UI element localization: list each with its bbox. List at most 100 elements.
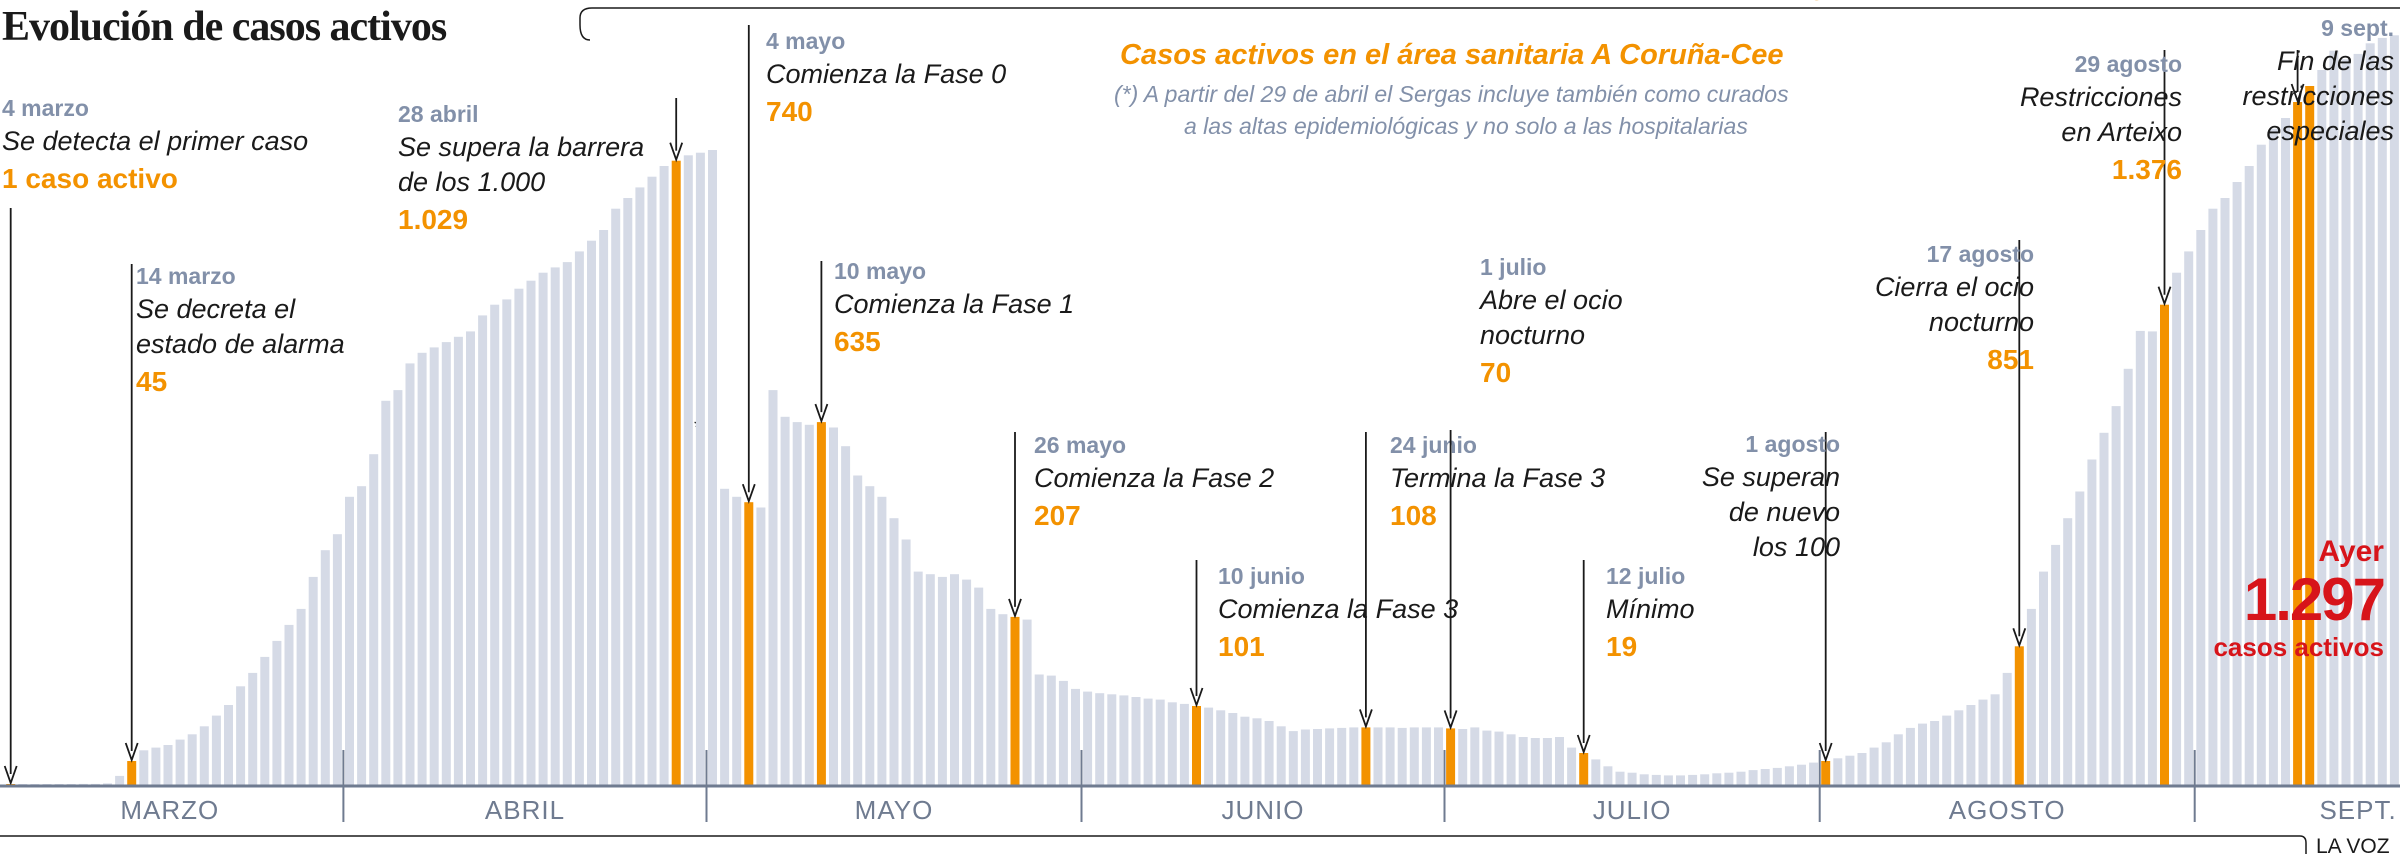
annotation-date: 14 marzo xyxy=(136,263,236,289)
annotation-text: Restricciones xyxy=(2020,82,2182,112)
bar xyxy=(1143,698,1153,785)
bar xyxy=(1058,680,1068,785)
bar xyxy=(1905,727,1915,785)
annotation-text: de los 1.000 xyxy=(398,167,545,197)
bar xyxy=(272,640,282,785)
bar xyxy=(1651,774,1661,785)
annotation-date: 24 junio xyxy=(1390,432,1477,458)
bar xyxy=(708,150,717,785)
latest-prefix: Ayer xyxy=(2318,535,2384,568)
bar xyxy=(417,352,427,785)
bar xyxy=(1591,759,1601,785)
bar xyxy=(2365,43,2375,786)
annotation-text: estado de alarma xyxy=(136,329,345,359)
bar xyxy=(345,496,354,785)
bar xyxy=(1869,747,1879,785)
bar xyxy=(441,342,451,785)
bar xyxy=(1542,738,1552,785)
bar xyxy=(381,400,391,785)
bar xyxy=(937,576,947,785)
bar xyxy=(1930,721,1940,785)
bar xyxy=(1833,758,1843,785)
bar xyxy=(804,424,814,785)
annotation-text: Comienza la Fase 0 xyxy=(766,59,1006,89)
bar xyxy=(1264,721,1274,785)
annotation-arrowhead xyxy=(2157,286,2172,307)
bar xyxy=(1071,688,1080,785)
annotation-value: 1 caso activo xyxy=(2,163,178,194)
annotation: 29 agosto Restricciones en Arteixo 1.376 xyxy=(2020,50,2182,307)
annotation-value: 207 xyxy=(1034,500,1081,531)
bar xyxy=(2329,50,2339,785)
bar xyxy=(2220,198,2230,785)
bar xyxy=(1361,727,1371,785)
bar xyxy=(2389,35,2399,786)
bar xyxy=(490,304,500,785)
bar xyxy=(1918,723,1927,785)
annotation: 1 agosto Se superan de nuevo los 100 107 xyxy=(1702,0,1840,763)
annotation-arrowhead xyxy=(814,403,829,424)
bar xyxy=(296,608,306,785)
bar xyxy=(2293,102,2303,785)
bar xyxy=(1615,771,1625,785)
bar xyxy=(768,390,778,785)
bar xyxy=(562,262,572,786)
annotation-text: nocturno xyxy=(1929,307,2034,337)
annotation-text: Comienza la Fase 2 xyxy=(1034,463,1274,493)
annotation-value: 740 xyxy=(766,96,813,127)
bar xyxy=(1349,727,1359,785)
bar xyxy=(550,267,560,785)
bar xyxy=(224,705,233,785)
bar xyxy=(1736,771,1746,785)
bar xyxy=(2305,86,2315,785)
latest-value: 1.297 xyxy=(2244,566,2384,633)
bar xyxy=(2099,432,2109,785)
bar xyxy=(599,230,609,785)
bar xyxy=(1567,747,1577,785)
bar xyxy=(1942,715,1952,785)
bar xyxy=(1893,734,1903,785)
footer-rule xyxy=(0,835,2307,854)
chart-note-line-1: (*) A partir del 29 de abril el Sergas i… xyxy=(1114,81,1789,107)
bar xyxy=(913,571,923,785)
bar xyxy=(1772,767,1782,785)
bar xyxy=(1627,772,1637,785)
bar xyxy=(2160,304,2169,785)
annotation-text: Fin de las xyxy=(2277,46,2394,76)
annotation-text: Comienza la Fase 1 xyxy=(834,289,1074,319)
bar xyxy=(1530,738,1540,785)
bar xyxy=(2244,166,2254,785)
bar xyxy=(611,208,621,785)
bar xyxy=(1421,727,1431,785)
bar xyxy=(889,518,899,785)
bar xyxy=(647,176,657,785)
bar xyxy=(853,475,863,785)
bar xyxy=(236,686,246,785)
bar xyxy=(90,783,100,785)
bar xyxy=(1784,766,1794,785)
annotation: 4 marzo Se detecta el primer caso 1 caso a… xyxy=(2,95,308,786)
annotation-text: restricciones xyxy=(2242,81,2394,111)
annotation-date: 29 agosto xyxy=(2075,51,2182,77)
annotation-text: Se decreta el xyxy=(136,294,296,324)
latest-suffix: casos activos xyxy=(2213,632,2384,662)
month-label: ABRIL xyxy=(485,795,565,825)
bar xyxy=(466,331,475,785)
bar xyxy=(1446,728,1456,785)
bar xyxy=(744,502,754,785)
bar xyxy=(2014,646,2024,785)
bar xyxy=(1240,716,1250,785)
annotation-arrowhead xyxy=(669,142,684,163)
annotation-date: 4 marzo xyxy=(2,95,89,121)
annotation-value: 107 xyxy=(1793,0,1840,6)
annotation-arrowhead xyxy=(1576,734,1591,755)
bar xyxy=(1639,774,1649,785)
bar xyxy=(1046,675,1056,785)
bar xyxy=(2123,368,2133,785)
bar xyxy=(695,152,705,785)
bar xyxy=(1555,737,1564,785)
bar xyxy=(175,739,185,785)
bar xyxy=(1797,764,1806,785)
bar xyxy=(1748,770,1758,785)
bar xyxy=(1809,762,1819,785)
